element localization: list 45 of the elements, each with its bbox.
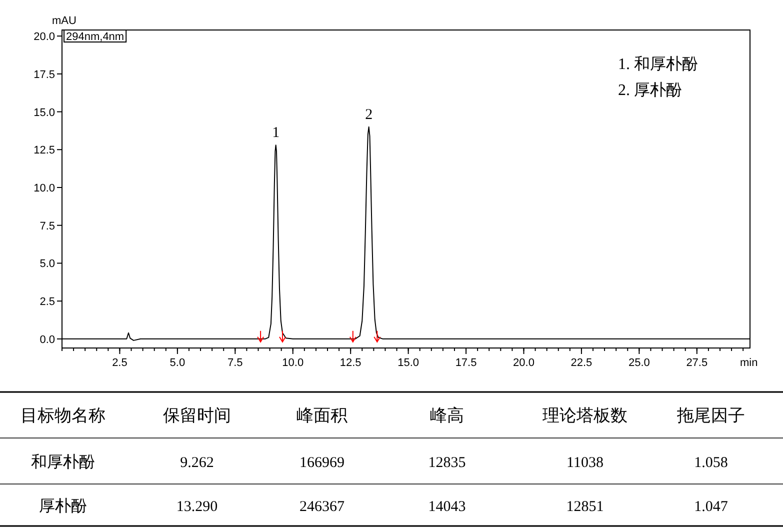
- annotation: 1: [272, 125, 280, 142]
- y-tick-label: 5.0: [40, 258, 55, 270]
- x-tick-label: 7.5: [228, 357, 243, 369]
- text: 166969: [300, 455, 344, 471]
- y-tick-label: 12.5: [34, 144, 55, 157]
- x-tick-label: 5.0: [170, 357, 186, 369]
- y-tick-label: 10.0: [34, 182, 55, 194]
- text: 11038: [566, 455, 604, 471]
- x-tick-label: 10.0: [282, 357, 304, 369]
- x-tick-label: 15.0: [398, 357, 420, 369]
- x-tick-label: 20.0: [513, 357, 534, 369]
- text: 12851: [566, 499, 604, 515]
- y-axis-title: mAU: [52, 15, 76, 27]
- text: 1.047: [694, 499, 728, 515]
- category-label: 和厚朴酚: [31, 454, 95, 471]
- y-tick-label: 7.5: [40, 220, 55, 232]
- category-label: 目标物名称: [20, 406, 106, 425]
- x-tick-label: 2.5: [112, 357, 128, 369]
- category-label: 峰高: [430, 406, 464, 425]
- text: 9.262: [180, 455, 214, 471]
- text: 1.058: [694, 455, 728, 471]
- y-tick-label: 2.5: [40, 296, 55, 308]
- text: 13.290: [176, 499, 218, 515]
- text: 14043: [428, 499, 466, 515]
- annotation: 1. 和厚朴酚: [618, 55, 698, 73]
- y-tick-label: 0.0: [40, 334, 55, 346]
- y-tick-label: 20.0: [34, 31, 55, 44]
- x-axis-title: min: [740, 357, 758, 369]
- annotation: 2. 厚朴酚: [618, 81, 682, 99]
- x-tick-label: 17.5: [455, 357, 477, 369]
- category-label: 厚朴酚: [39, 498, 87, 515]
- category-label: 拖尾因子: [676, 406, 745, 425]
- x-tick-label: 22.5: [570, 357, 592, 369]
- x-tick-label: 27.5: [686, 357, 708, 369]
- text: 12835: [428, 455, 466, 471]
- category-label: 理论塔板数: [542, 406, 628, 425]
- annotation: 294nm,4nm: [66, 31, 124, 43]
- category-label: 峰面积: [296, 406, 348, 425]
- text: 246367: [300, 499, 344, 515]
- y-tick-label: 15.0: [34, 106, 55, 119]
- x-tick-label: 25.0: [628, 357, 650, 369]
- x-tick-label: 12.5: [340, 357, 362, 369]
- category-label: 保留时间: [163, 406, 231, 425]
- annotation: 2: [365, 106, 373, 123]
- y-tick-label: 17.5: [34, 68, 55, 81]
